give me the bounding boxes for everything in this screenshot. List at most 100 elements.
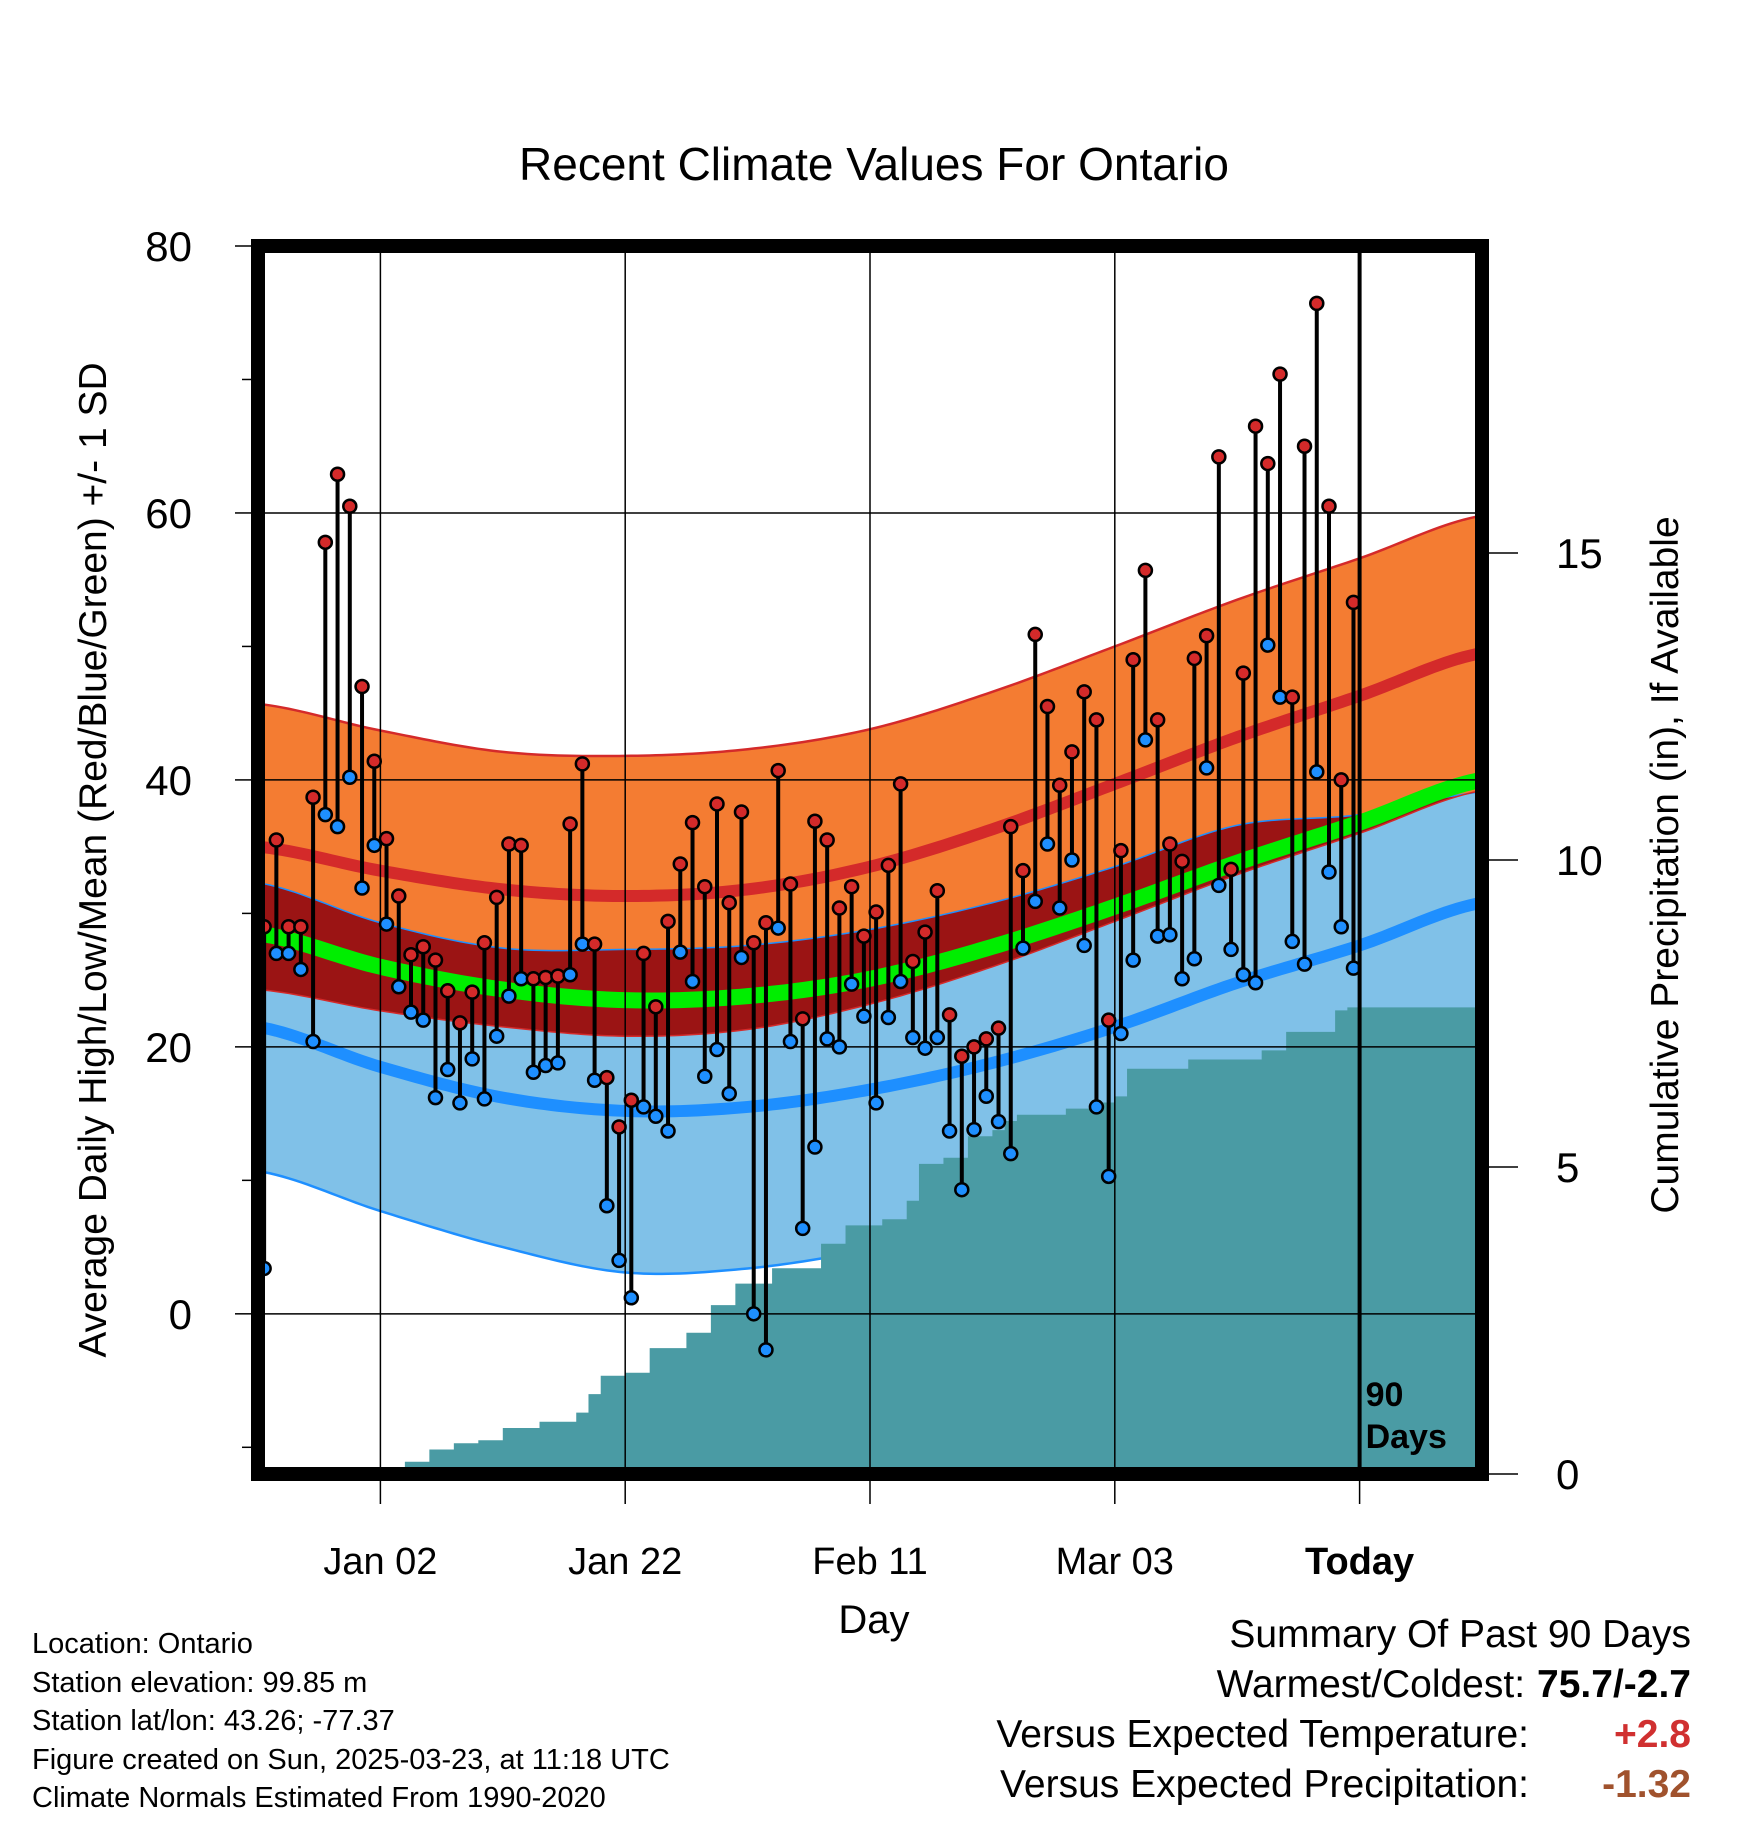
- daily-low-point: [415, 1012, 431, 1028]
- daily-low-point: [831, 1039, 848, 1055]
- y2-tick-label: 5: [1556, 1144, 1579, 1191]
- daily-high-point: [1149, 712, 1166, 728]
- daily-low-point: [427, 1089, 444, 1106]
- x-tick-label: Jan 02: [323, 1541, 437, 1583]
- daily-high-point: [1100, 1012, 1117, 1028]
- daily-low-point: [843, 976, 860, 992]
- daily-low-point: [917, 1040, 933, 1056]
- daily-low-point: [697, 1068, 713, 1084]
- daily-low-point: [329, 818, 346, 835]
- daily-low-point: [550, 1055, 566, 1071]
- temp-label: Versus Expected Temperature:: [996, 1713, 1529, 1756]
- warmest-row: Warmest/Coldest: 75.7/-2.7: [996, 1660, 1691, 1710]
- daily-low-point: [599, 1197, 615, 1214]
- daily-low-point: [868, 1095, 884, 1111]
- daily-low-point: [770, 920, 786, 936]
- daily-high-point: [892, 776, 909, 792]
- daily-low-point: [758, 1342, 774, 1358]
- daily-low-point: [892, 973, 909, 990]
- daily-high-point: [697, 878, 713, 895]
- daily-high-point: [1235, 665, 1252, 681]
- daily-high-point: [599, 1069, 615, 1086]
- x-tick-label: Today: [1305, 1541, 1414, 1583]
- daily-high-point: [782, 876, 799, 892]
- daily-low-point: [782, 1033, 799, 1050]
- daily-low-point: [464, 1051, 480, 1067]
- daily-high-point: [354, 678, 370, 695]
- daily-high-point: [1333, 772, 1349, 788]
- daily-low-point: [1088, 1099, 1105, 1115]
- precip-row: Versus Expected Precipitation: -1.32: [996, 1760, 1691, 1810]
- today-label-number: 90: [1366, 1376, 1404, 1414]
- daily-low-point: [929, 1029, 946, 1046]
- today-label-days: Days: [1366, 1418, 1447, 1456]
- daily-low-point: [648, 1108, 664, 1125]
- daily-high-point: [1027, 626, 1043, 643]
- daily-low-point: [660, 1123, 676, 1139]
- daily-low-point: [391, 979, 407, 995]
- daily-low-point: [1186, 951, 1203, 967]
- daily-low-point: [819, 1031, 835, 1047]
- daily-high-point: [1247, 418, 1264, 434]
- warmest-label: Warmest/Coldest:: [1216, 1663, 1526, 1706]
- daily-low-point: [856, 1008, 872, 1024]
- chart-title: Recent Climate Values For Ontario: [519, 138, 1229, 190]
- y-tick-label: 40: [145, 757, 192, 804]
- precip-label: Versus Expected Precipitation:: [1000, 1763, 1529, 1806]
- daily-high-point: [1137, 562, 1154, 579]
- daily-high-point: [966, 1039, 982, 1055]
- daily-high-point: [1015, 862, 1031, 879]
- daily-high-point: [342, 498, 358, 515]
- daily-low-point: [378, 916, 395, 932]
- daily-low-point: [721, 1085, 737, 1102]
- x-tick-label: Jan 22: [568, 1541, 682, 1583]
- daily-low-point: [1137, 732, 1154, 748]
- plot-area: [258, 246, 1482, 1474]
- elevation-text: Station elevation: 99.85 m: [32, 1666, 368, 1699]
- daily-high-point: [452, 1015, 468, 1031]
- daily-high-point: [635, 945, 652, 962]
- daily-low-point: [1235, 967, 1252, 983]
- daily-low-point: [354, 880, 370, 896]
- daily-high-point: [770, 762, 786, 779]
- station-info: Location: Ontario Station elevation: 99.…: [32, 1625, 670, 1818]
- daily-low-point: [488, 1028, 505, 1044]
- daily-low-point: [794, 1220, 811, 1237]
- daily-high-point: [672, 856, 689, 872]
- latlon-text: Station lat/lon: 43.26; -77.37: [32, 1705, 395, 1737]
- daily-high-point: [954, 1048, 970, 1064]
- daily-high-point: [1113, 842, 1129, 859]
- daily-high-point: [1198, 628, 1215, 644]
- daily-low-point: [807, 1139, 823, 1155]
- daily-low-point: [1309, 764, 1325, 780]
- daily-low-point: [280, 945, 297, 962]
- daily-high-point: [427, 952, 444, 968]
- daily-low-point: [1284, 933, 1301, 950]
- daily-low-point: [317, 806, 334, 823]
- daily-low-point: [709, 1041, 725, 1058]
- daily-high-point: [807, 813, 823, 830]
- daily-low-point: [342, 769, 358, 785]
- daily-high-point: [488, 889, 505, 906]
- summary-title: Summary Of Past 90 Days: [1229, 1613, 1691, 1656]
- daily-high-point: [1186, 650, 1203, 667]
- y2-tick-label: 15: [1556, 530, 1603, 577]
- daily-high-point: [1174, 853, 1190, 870]
- created-text: Figure created on Sun, 2025-03-23, at 11…: [32, 1743, 670, 1776]
- daily-low-point: [611, 1252, 627, 1269]
- daily-high-point: [562, 816, 578, 832]
- daily-low-point: [1125, 952, 1141, 968]
- y-tick-label: 80: [145, 223, 192, 270]
- daily-high-point: [978, 1031, 995, 1047]
- daily-low-point: [1296, 956, 1313, 972]
- daily-high-point: [464, 984, 480, 1000]
- daily-low-point: [635, 1099, 652, 1115]
- daily-high-point: [758, 914, 774, 931]
- daily-low-point: [1211, 877, 1227, 894]
- daily-high-point: [366, 753, 383, 769]
- daily-high-point: [525, 971, 542, 987]
- daily-high-point: [819, 832, 835, 848]
- daily-high-point: [1296, 438, 1313, 454]
- daily-high-point: [917, 924, 933, 940]
- daily-high-point: [550, 968, 566, 984]
